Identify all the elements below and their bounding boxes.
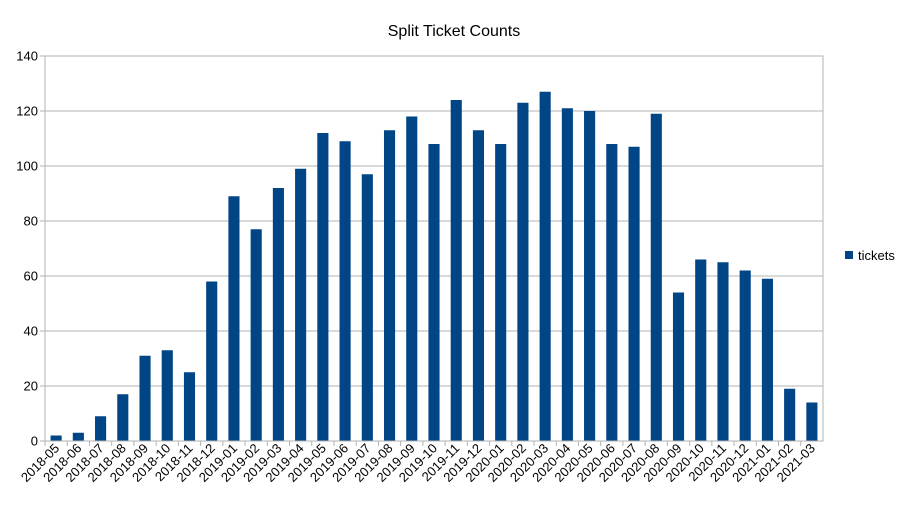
bar xyxy=(406,116,418,441)
legend-swatch xyxy=(845,251,853,259)
bar-series xyxy=(50,91,818,441)
bar xyxy=(428,144,440,441)
y-tick-label: 0 xyxy=(31,434,38,449)
bar xyxy=(717,262,729,441)
bar xyxy=(539,91,551,441)
bar xyxy=(450,100,462,441)
y-tick-label: 20 xyxy=(24,379,38,394)
bar xyxy=(650,113,662,441)
bar xyxy=(695,259,707,441)
bar xyxy=(561,108,573,441)
bar xyxy=(206,281,218,441)
chart-title: Split Ticket Counts xyxy=(388,23,521,40)
axes xyxy=(44,55,824,442)
bar xyxy=(272,188,284,441)
bar xyxy=(672,292,685,441)
bar xyxy=(161,350,173,441)
bar xyxy=(95,416,107,441)
legend: tickets xyxy=(845,248,895,263)
bar xyxy=(228,196,240,441)
bar xyxy=(139,355,151,441)
bar xyxy=(383,130,396,441)
bar xyxy=(584,111,596,441)
bar xyxy=(517,102,529,441)
bar xyxy=(495,144,507,441)
y-tick-label: 80 xyxy=(24,214,38,229)
bar xyxy=(628,146,640,441)
y-tick-label: 140 xyxy=(16,49,38,64)
bar xyxy=(250,229,262,441)
bar xyxy=(606,144,618,441)
y-tick-label: 40 xyxy=(24,324,38,339)
plot-area-border xyxy=(44,55,824,442)
y-tick-label: 60 xyxy=(24,269,38,284)
y-tick-label: 120 xyxy=(16,104,38,119)
bar xyxy=(295,168,307,441)
bar xyxy=(784,388,796,441)
legend-label: tickets xyxy=(858,248,895,263)
bar xyxy=(50,435,62,441)
bar xyxy=(806,402,818,441)
bar xyxy=(339,141,351,441)
y-axis-ticks: 0 20 40 60 80 100 120 140 xyxy=(16,49,38,449)
bar xyxy=(117,394,129,441)
bar xyxy=(739,270,751,441)
bar xyxy=(183,372,196,441)
bar xyxy=(361,174,373,441)
bar xyxy=(761,278,773,441)
y-tick-label: 100 xyxy=(16,159,38,174)
x-axis-ticks: 2018-052018-062018-072018-082018-092018-… xyxy=(18,441,818,485)
bar xyxy=(72,432,84,441)
bar xyxy=(317,133,329,441)
bar xyxy=(472,130,485,441)
